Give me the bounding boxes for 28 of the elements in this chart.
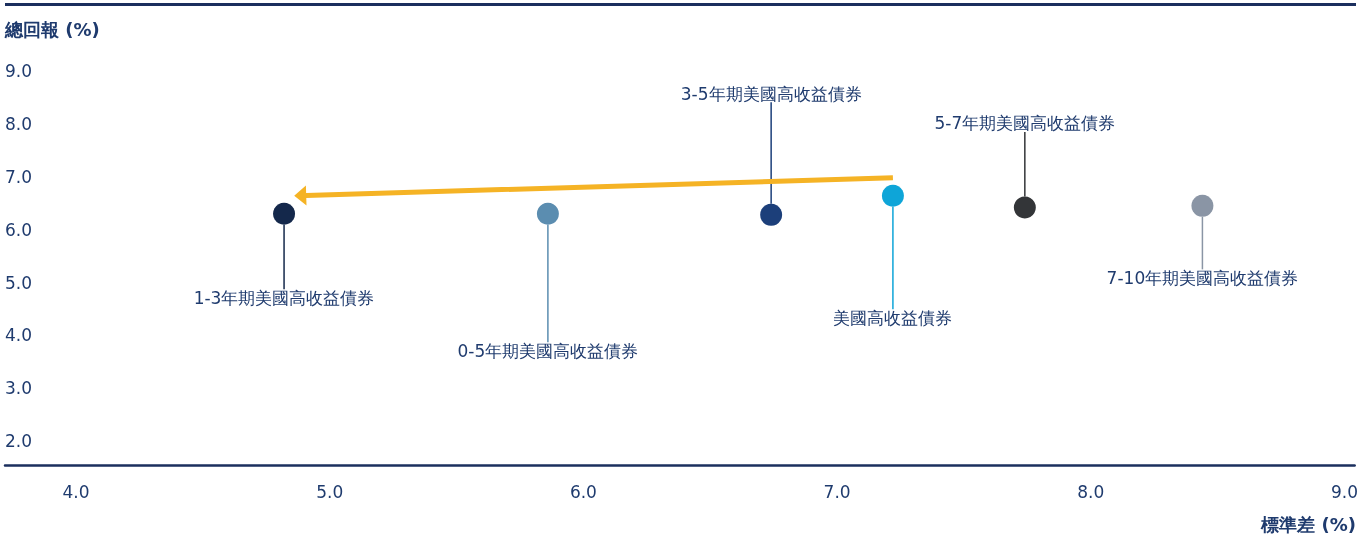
y-tick-label: 6.0 <box>5 219 33 240</box>
point <box>1013 196 1036 219</box>
y-axis-title: 總回報 (%) <box>4 18 100 40</box>
y-tick-label: 4.0 <box>5 325 33 346</box>
text: 5-7年期美國高收益債券 <box>934 113 1116 134</box>
text: 7-10年期美國高收益債券 <box>1106 267 1299 288</box>
y-tick-label: 8.0 <box>5 113 33 134</box>
x-tick-label: 5.0 <box>316 481 344 502</box>
text: 美國高收益債券 <box>833 307 953 328</box>
y-tick-label: 2.0 <box>5 431 33 452</box>
text: 3-5年期美國高收益債券 <box>680 83 862 104</box>
text: 0-5年期美國高收益債券 <box>457 340 639 361</box>
x-tick-label: 4.0 <box>62 481 90 502</box>
y-tick-label: 5.0 <box>5 272 33 293</box>
x-axis-title: 標準差 (%) <box>1260 513 1357 535</box>
x-tick-label: 6.0 <box>569 481 597 502</box>
y-tick-label: 7.0 <box>5 166 33 187</box>
point <box>536 202 559 225</box>
y-tick-label: 3.0 <box>5 378 33 399</box>
text: 1-3年期美國高收益債券 <box>193 287 375 308</box>
point <box>273 202 296 225</box>
x-tick-label: 8.0 <box>1077 481 1105 502</box>
y-tick-label: 9.0 <box>5 61 33 81</box>
x-tick-label: 7.0 <box>823 481 851 502</box>
point <box>1191 194 1214 217</box>
point <box>760 203 783 226</box>
x-tick-label: 9.0 <box>1330 481 1359 502</box>
point <box>881 184 904 207</box>
